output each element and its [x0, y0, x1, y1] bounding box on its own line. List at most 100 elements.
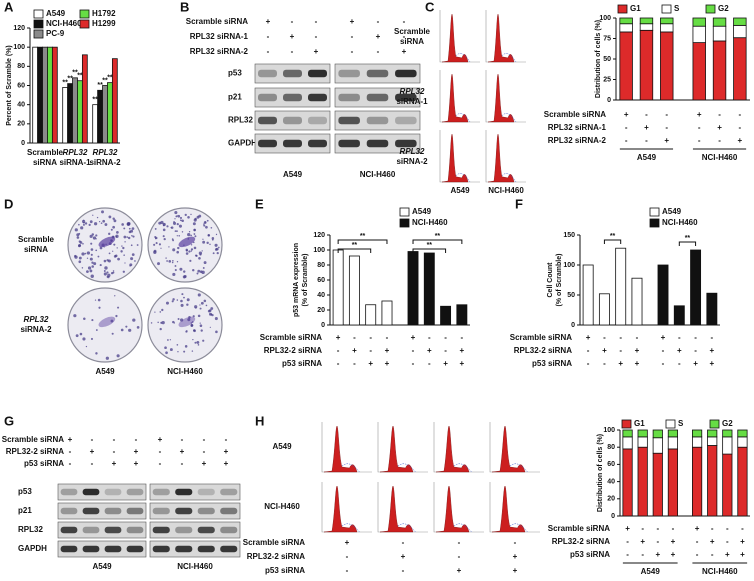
colony: [197, 344, 200, 346]
colony: [202, 267, 205, 269]
condition-sign: -: [694, 346, 697, 355]
bar: [652, 437, 663, 454]
colony: [85, 345, 88, 348]
colony: [95, 352, 98, 355]
flow-row-label: A549: [272, 442, 292, 451]
condition-sign: -: [337, 359, 340, 368]
colony: [207, 233, 211, 237]
colony: [185, 252, 189, 255]
condition-sign: -: [337, 346, 340, 355]
y-tick-label: 100: [603, 427, 615, 434]
bar: [92, 104, 99, 144]
condition-sign: -: [351, 47, 354, 56]
bar: [111, 58, 118, 144]
condition-label: p53 siRNA: [265, 566, 305, 575]
colony: [90, 274, 94, 278]
colony: [217, 246, 220, 249]
bar: [639, 17, 654, 25]
bar: [737, 429, 748, 438]
colony: [214, 243, 218, 247]
significance-label: **: [92, 97, 98, 104]
condition-sign: -: [225, 435, 228, 444]
colony: [95, 249, 98, 252]
flow-fit: [453, 463, 472, 473]
colony: [165, 351, 168, 355]
y-tick-label: 20: [317, 307, 325, 314]
colony: [99, 246, 103, 250]
flow-histogram: [323, 425, 358, 473]
blot-band: [152, 526, 170, 534]
colony: [97, 255, 100, 258]
flow-row-label: siRNA: [400, 37, 424, 46]
blot-band: [258, 139, 277, 148]
colony: [100, 222, 103, 224]
condition-label: RPL32-2 siRNA: [552, 537, 610, 546]
bar: [722, 436, 733, 455]
y-tick-label: 120: [13, 25, 25, 32]
condition-sign: +: [618, 359, 623, 368]
colony: [191, 350, 194, 352]
colony: [163, 237, 166, 241]
blot-panel: [57, 502, 147, 520]
condition-sign: +: [411, 333, 416, 342]
bar: [712, 17, 727, 27]
colony: [115, 235, 118, 238]
condition-sign: +: [460, 359, 465, 368]
cell-line-label: A549: [283, 170, 303, 179]
condition-sign: -: [741, 524, 744, 533]
flow-histogram: [435, 425, 470, 473]
flow-fit: [453, 523, 472, 533]
condition-sign: -: [665, 123, 668, 132]
legend-label: PC-9: [46, 29, 65, 38]
colony: [176, 250, 179, 254]
y-tick-label: 0: [21, 140, 25, 147]
condition-sign: +: [655, 550, 660, 559]
colony: [212, 252, 215, 255]
colony: [154, 227, 157, 230]
condition-sign: -: [603, 359, 606, 368]
condition-sign: +: [664, 136, 669, 145]
condition-sign: -: [696, 550, 699, 559]
y-tick-label: 50: [603, 56, 611, 63]
flow-histogram: [379, 485, 414, 533]
flow-fit: [501, 113, 517, 123]
bar: [637, 429, 648, 438]
colony: [216, 251, 219, 255]
colony: [103, 259, 107, 263]
colony: [124, 241, 126, 243]
colony: [172, 248, 176, 252]
colony-cluster: [178, 316, 196, 328]
blot-row-label: RPL32: [18, 525, 43, 534]
condition-sign: -: [203, 435, 206, 444]
y-tick-label: 80: [17, 63, 25, 70]
condition-sign: +: [740, 550, 745, 559]
blot-band: [283, 139, 302, 148]
colony: [161, 321, 165, 325]
colony: [187, 215, 190, 219]
condition-sign: -: [619, 333, 622, 342]
condition-sign: -: [428, 333, 431, 342]
significance-label: **: [107, 74, 113, 81]
y-tick-label: 100: [13, 44, 25, 51]
bar: [692, 42, 706, 101]
colony: [73, 314, 77, 318]
condition-sign: -: [267, 47, 270, 56]
condition-sign: -: [113, 447, 116, 456]
condition-sign: +: [68, 435, 73, 444]
condition-sign: -: [402, 538, 405, 547]
panel-letter: A: [4, 0, 14, 14]
blot-band: [82, 526, 100, 534]
y-axis-label: p53 mRNA expression: [293, 243, 300, 317]
condition-sign: -: [91, 459, 94, 468]
panel-letter: F: [515, 196, 523, 211]
colony: [198, 256, 201, 260]
colony: [95, 234, 98, 237]
legend-label: NCI-H460: [412, 218, 448, 227]
x-tick-label: RPL32: [63, 148, 88, 157]
condition-sign: -: [412, 359, 415, 368]
blot-band: [366, 69, 389, 78]
colony: [199, 253, 202, 256]
bar: [652, 452, 663, 517]
blot-band: [60, 526, 78, 534]
